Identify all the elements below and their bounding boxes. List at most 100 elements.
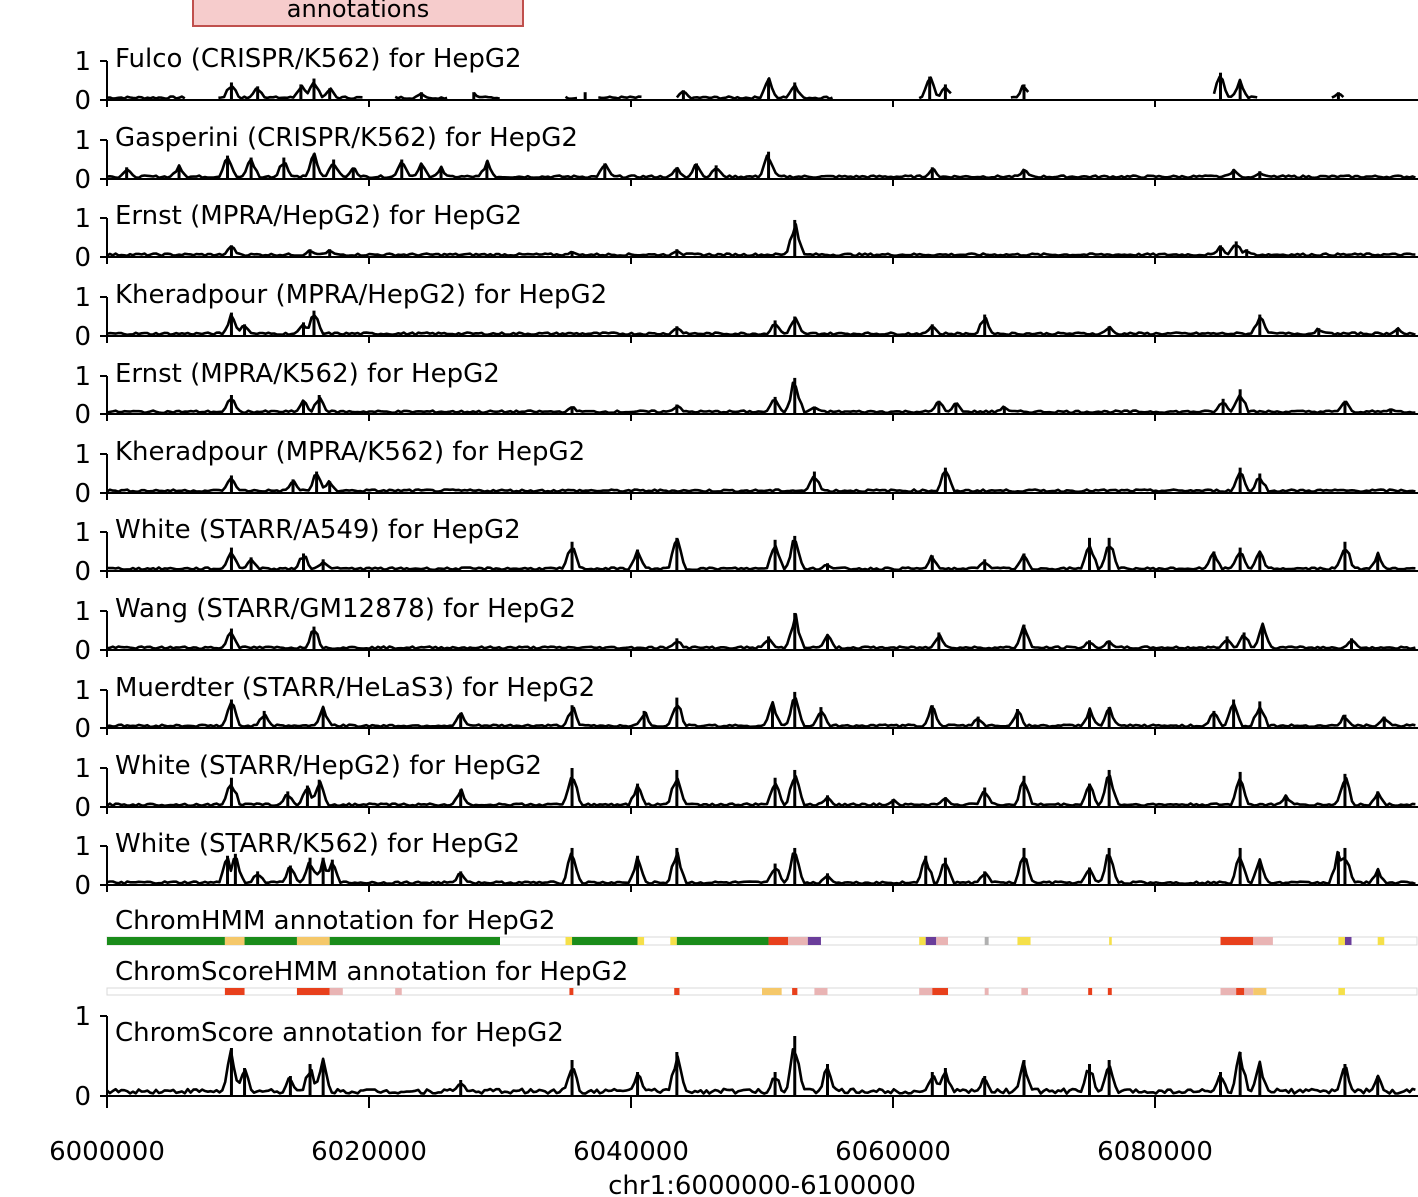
state-segment [1253, 937, 1273, 945]
state-segment [807, 937, 821, 945]
track-4: 1 0 Ernst (MPRA/K562) for HepG2 [74, 359, 1418, 430]
x-axis: chr1:6000000-6100000 6000000 6020000 60400… [49, 1096, 1213, 1197]
y-tick-1-label: 1 [74, 126, 91, 156]
y-tick-1-label: 1 [74, 597, 91, 627]
state-track-0: ChromHMM annotation for HepG2 [106, 906, 1418, 946]
state-segment [1017, 937, 1031, 945]
state-segment [1377, 937, 1385, 945]
y-tick-1-label: 1 [74, 283, 91, 313]
signal-line [106, 381, 1416, 415]
track-title: White (STARR/K562) for HepG2 [115, 829, 520, 859]
y-tick-0-label: 0 [74, 636, 91, 666]
state-segment [792, 988, 798, 995]
signal-line [106, 538, 1416, 572]
x-tick-label: 6000000 [49, 1137, 165, 1167]
track-title: Wang (STARR/GM12878) for HepG2 [115, 594, 576, 624]
signal-line [106, 95, 186, 100]
y-tick-0-label: 0 [74, 714, 91, 744]
x-tick-label: 6040000 [573, 1137, 689, 1167]
state-segment [768, 937, 789, 945]
state-segment [1220, 937, 1254, 945]
state-track-1: ChromScoreHMM annotation for HepG2 [106, 957, 1418, 996]
track-title: White (STARR/HepG2) for HepG2 [115, 751, 542, 781]
state-segment [788, 937, 808, 945]
y-tick-1-label: 1 [74, 440, 91, 470]
state-segment [329, 988, 343, 995]
signal-line [472, 91, 500, 100]
signal-line [1010, 84, 1030, 99]
state-segment [814, 988, 828, 995]
track-7: 1 0 Wang (STARR/GM12878) for HepG2 [74, 594, 1418, 666]
y-tick-0-label: 0 [74, 243, 91, 273]
state-segment [925, 937, 937, 945]
state-segment [1344, 937, 1352, 945]
signal-line [106, 697, 1416, 729]
y-tick-1-label: 1 [74, 754, 91, 784]
state-segment [936, 937, 949, 945]
y-tick-0-label: 0 [74, 479, 91, 509]
state-segment [674, 988, 680, 995]
signal-line [218, 81, 363, 101]
y-tick-1-label: 1 [74, 47, 91, 77]
state-segment [329, 937, 500, 945]
state-segment [919, 937, 926, 945]
y-tick-0-label: 0 [74, 165, 91, 195]
state-segment [762, 988, 782, 995]
state-segment [1253, 988, 1267, 995]
x-axis-label: chr1:6000000-6100000 [608, 1171, 916, 1197]
y-tick-1-label: 1 [74, 676, 91, 706]
track-5: 1 0 Kheradpour (MPRA/K562) for HepG2 [74, 437, 1418, 509]
state-segment [670, 937, 677, 945]
signal-line [598, 95, 642, 100]
track-1: 1 0 Gasperini (CRISPR/K562) for HepG2 [74, 123, 1418, 195]
state-segment [224, 988, 245, 995]
y-tick-0-label: 0 [74, 793, 91, 823]
state-segment [1109, 937, 1112, 945]
track-9: 1 0 White (STARR/HepG2) for HepG2 [74, 751, 1418, 823]
state-segment [569, 988, 574, 995]
state-segment [244, 937, 297, 945]
track-8: 1 0 Muerdter (STARR/HeLaS3) for HepG2 [74, 673, 1418, 744]
track-title: White (STARR/A549) for HepG2 [115, 515, 521, 545]
state-segment [1088, 988, 1093, 995]
track-title: Ernst (MPRA/K562) for HepG2 [115, 359, 500, 389]
state-track-title: ChromHMM annotation for HepG2 [115, 906, 555, 936]
state-segment [107, 937, 225, 945]
track-title: Muerdter (STARR/HeLaS3) for HepG2 [115, 673, 595, 703]
signal-line [106, 152, 1416, 180]
state-segment [984, 988, 989, 995]
state-segment [1338, 988, 1345, 995]
state-segment [932, 988, 949, 995]
state-segment [296, 988, 330, 995]
signal-line [106, 612, 1416, 651]
state-segment [1236, 988, 1245, 995]
signal-line [106, 1048, 1416, 1095]
state-segment [224, 937, 245, 945]
y-tick-1-label: 1 [74, 832, 91, 862]
state-segment [919, 988, 933, 995]
signal-line [106, 222, 1416, 258]
track-title: Kheradpour (MPRA/HepG2) for HepG2 [115, 280, 607, 310]
state-segment [984, 937, 989, 945]
signal-line [106, 774, 1416, 808]
state-segment [395, 988, 402, 995]
y-tick-0-label: 0 [74, 322, 91, 352]
annotations-button[interactable]: annotations [192, 0, 524, 27]
annotations-button-bg[interactable] [192, 0, 524, 27]
tracks: 1 0 Fulco (CRISPR/K562) for HepG2 1 0 Gasperi… [74, 44, 1418, 1112]
state-track-title: ChromScoreHMM annotation for HepG2 [115, 957, 628, 987]
state-segment [1107, 988, 1112, 995]
y-tick-0-label: 0 [74, 557, 91, 587]
y-tick-0-label: 0 [74, 400, 91, 430]
y-tick-0-label: 0 [74, 86, 91, 116]
annotations-button-label[interactable]: annotations [287, 0, 429, 23]
signal-line [564, 95, 578, 100]
y-tick-0-label: 0 [74, 871, 91, 901]
state-segment [1338, 937, 1345, 945]
signal-line [106, 469, 1416, 494]
track-title: ChromScore annotation for HepG2 [115, 1018, 564, 1048]
signal-line [675, 77, 833, 101]
x-tick-label: 6060000 [835, 1137, 951, 1167]
y-tick-0-label: 0 [74, 1082, 91, 1112]
